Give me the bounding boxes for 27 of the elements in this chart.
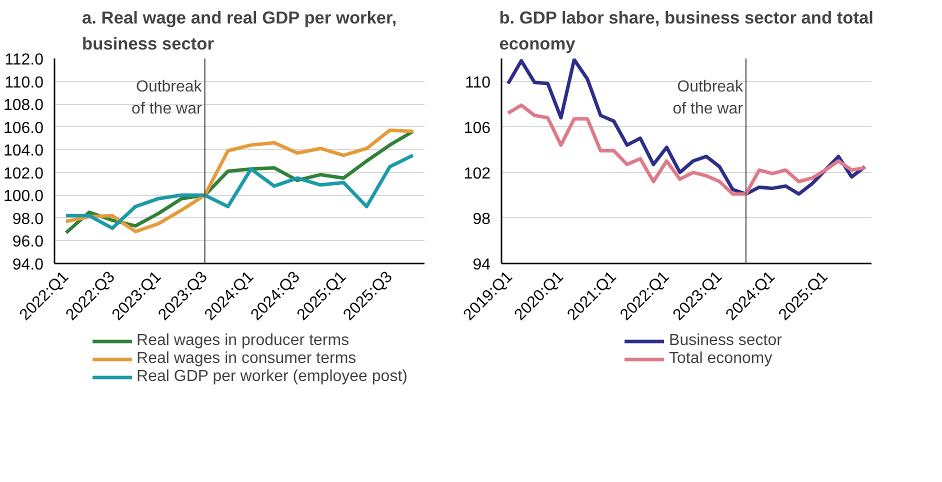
y-tick-label: 98 (472, 210, 491, 228)
y-tick-label: 108.0 (3, 97, 44, 114)
ref-line-label: Outbreak of the war (132, 78, 203, 118)
chart-title: b. GDP labor share, business sector and total economy (499, 8, 874, 54)
y-tick-label: 102.0 (3, 165, 44, 182)
y-tick-label: 94.0 (12, 256, 44, 274)
legend-label: Total economy (669, 350, 772, 368)
y-tick-label: 96.0 (12, 234, 44, 251)
y-tick-label: 110 (464, 74, 491, 92)
y-tick-label: 100.0 (3, 188, 44, 206)
legend-label: Real GDP per worker (employee post) (136, 368, 408, 386)
legend-label: Business sector (669, 332, 782, 350)
line-series (64, 154, 415, 230)
y-tick-label: 112.0 (4, 52, 44, 68)
line-series (506, 103, 867, 196)
y-tick-label: 94 (472, 256, 491, 274)
y-tick-label: 106.0 (3, 120, 44, 137)
y-tick-label: 98.0 (12, 210, 44, 228)
y-tick-label: 102 (464, 165, 491, 182)
y-tick-label: 106 (464, 120, 491, 137)
line-series (506, 58, 867, 196)
y-tick-label: 110.0 (4, 74, 44, 92)
legend-label: Real wages in producer terms (136, 332, 350, 350)
legend-label: Real wages in consumer terms (136, 350, 356, 368)
y-tick-label: 104.0 (3, 142, 44, 160)
chart-title: a. Real wage and real GDP per worker, business sector (82, 8, 397, 54)
annotation: Outbreak of the war (672, 78, 744, 118)
